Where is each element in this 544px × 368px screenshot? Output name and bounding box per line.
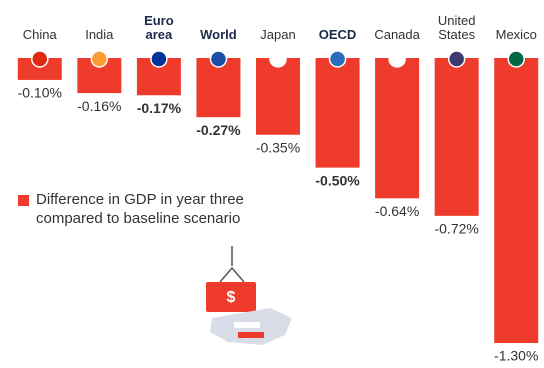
value-label: -0.10% — [18, 85, 62, 101]
category-label: World — [200, 27, 237, 42]
category-label: Japan — [260, 27, 296, 42]
legend-swatch — [18, 195, 29, 206]
value-label: -0.72% — [434, 221, 478, 237]
category-label: India — [85, 27, 114, 42]
bar — [196, 58, 241, 118]
flag-icon — [269, 50, 287, 68]
legend: Difference in GDP in year three compared… — [18, 190, 296, 228]
flag-icon — [150, 50, 168, 68]
bar — [434, 58, 479, 216]
bar — [375, 58, 420, 199]
flag-icon — [447, 50, 466, 68]
svg-text:$: $ — [227, 289, 236, 306]
bar — [256, 58, 300, 135]
value-label: -0.27% — [196, 122, 241, 138]
value-label: -0.17% — [137, 100, 182, 116]
flag-icon — [328, 50, 347, 68]
category-label: Canada — [374, 27, 420, 42]
container-icon: $ — [206, 246, 292, 345]
value-label: -0.64% — [375, 203, 419, 219]
flag-icon — [90, 50, 109, 68]
value-label: -0.16% — [77, 98, 121, 114]
value-label: -1.30% — [494, 348, 538, 364]
category-label: OECD — [318, 27, 357, 42]
category-label: Mexico — [495, 27, 537, 42]
value-label: -0.50% — [315, 172, 360, 188]
category-label: United States — [437, 13, 476, 42]
flag-icon — [507, 50, 525, 68]
category-label: Euro area — [144, 13, 174, 42]
bar — [315, 58, 360, 168]
bar — [494, 58, 539, 343]
flag-icon — [209, 50, 228, 68]
flag-icon — [388, 50, 406, 68]
bar — [17, 58, 62, 80]
legend-label: Difference in GDP in year three compared… — [36, 191, 244, 227]
category-label: China — [22, 27, 57, 42]
value-label: -0.35% — [256, 139, 300, 155]
flag-icon — [31, 50, 49, 68]
